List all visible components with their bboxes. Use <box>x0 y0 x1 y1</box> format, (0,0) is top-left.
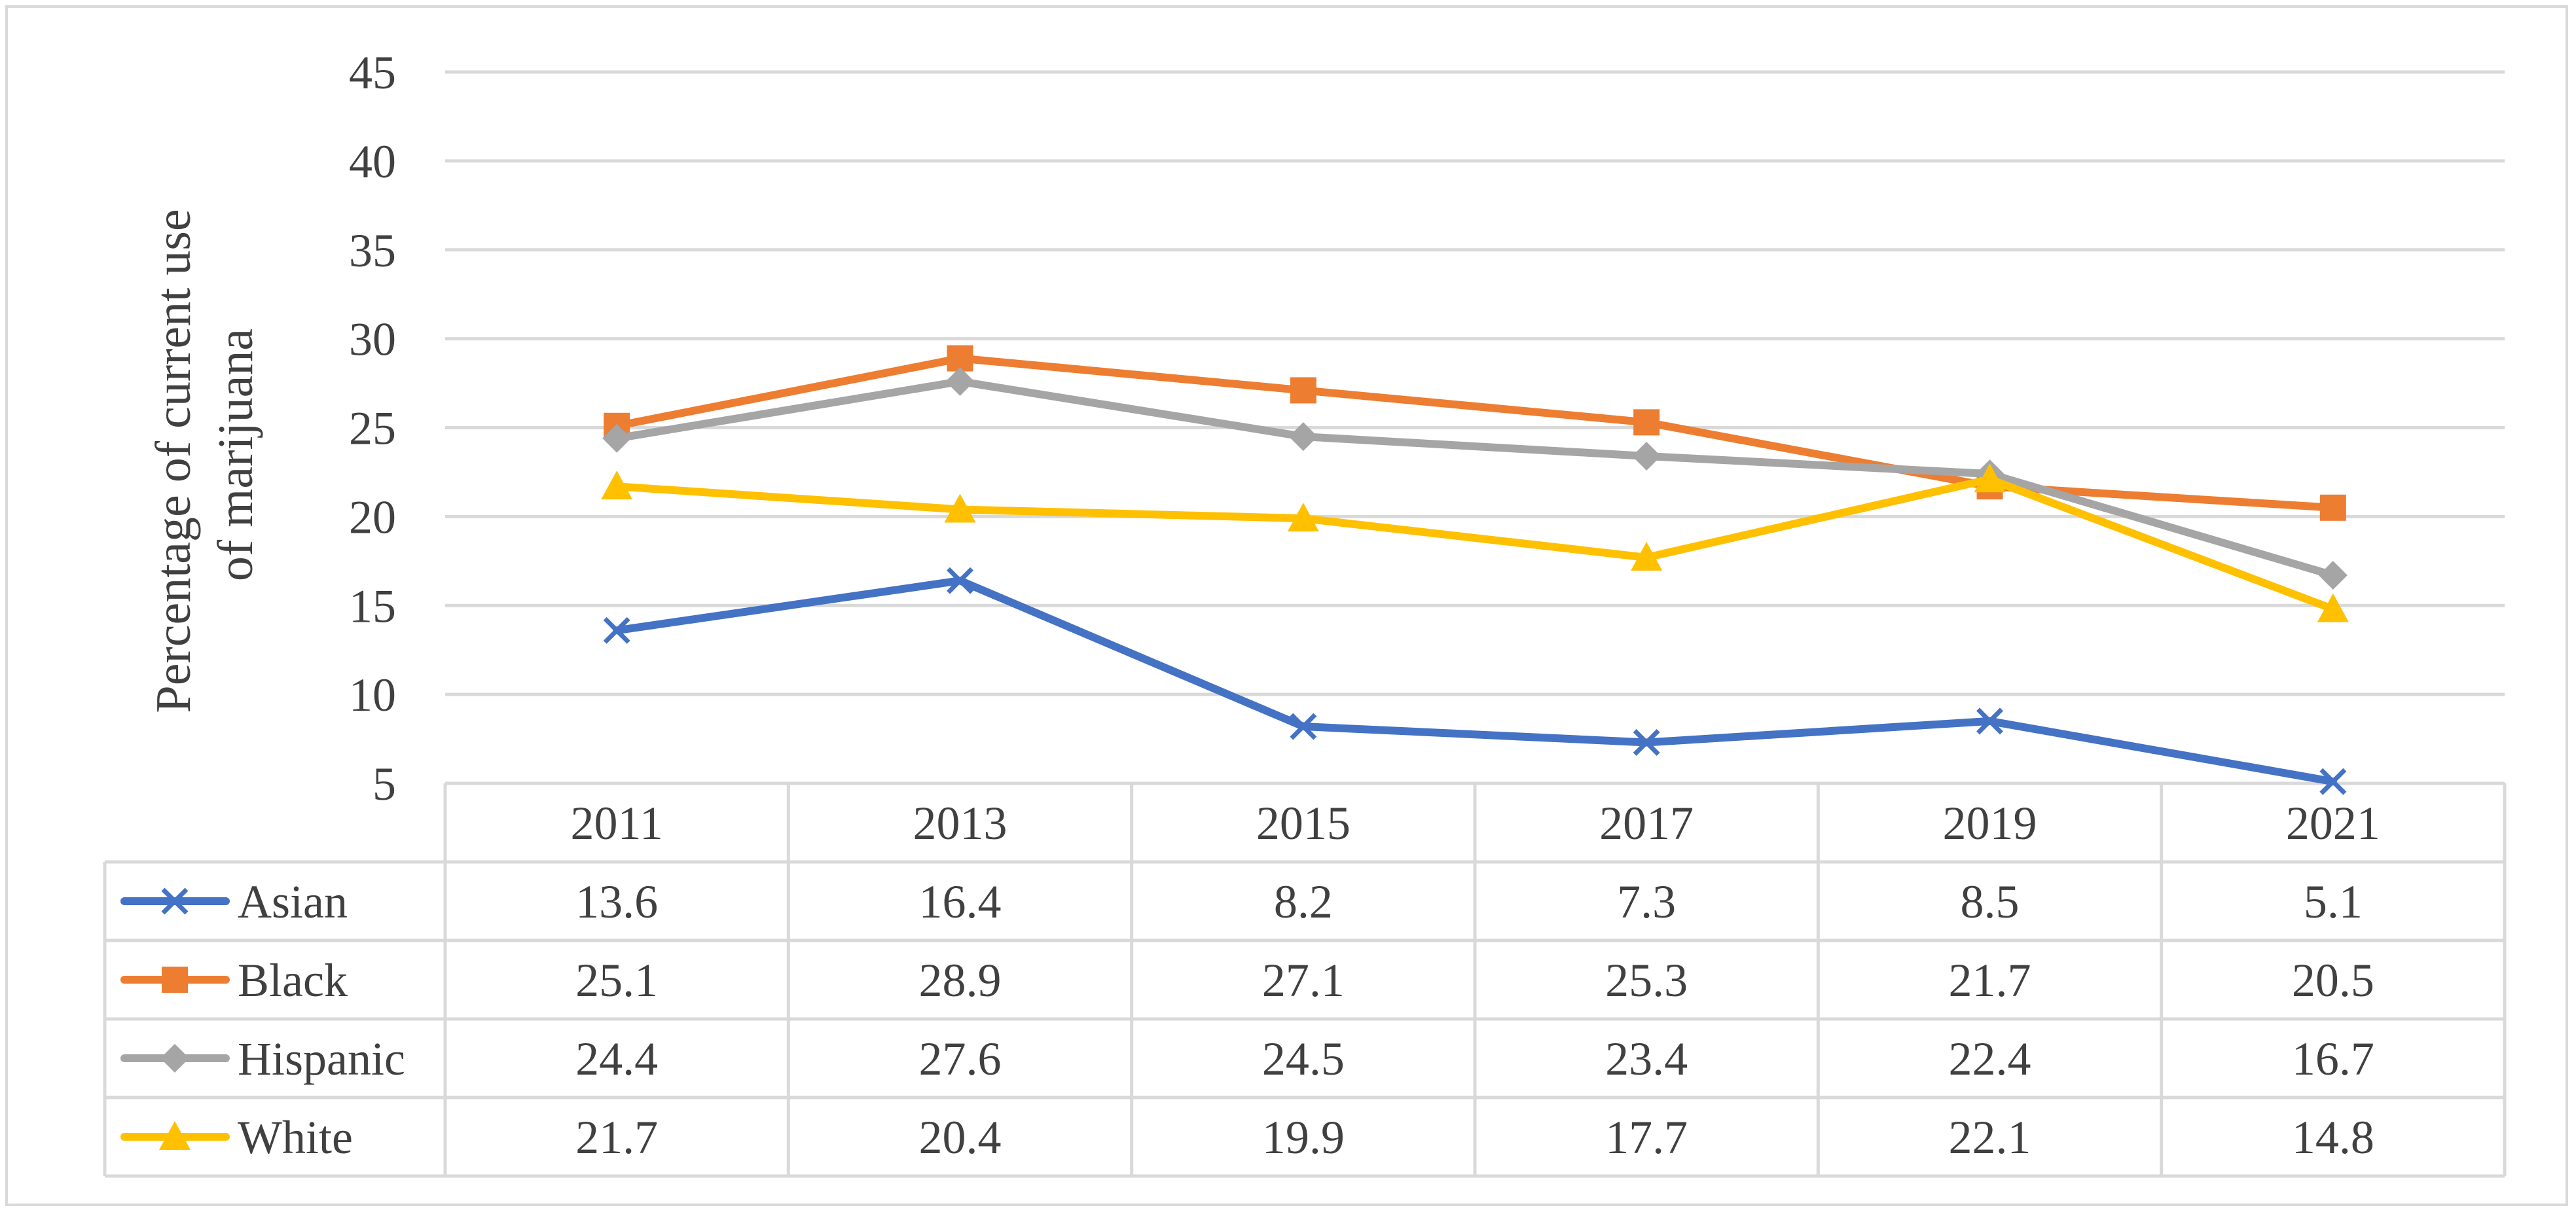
legend-label: Asian <box>238 876 348 928</box>
y-axis-label-line-1: Percentage of current use <box>146 209 201 713</box>
data-point <box>1633 729 1660 756</box>
y-tick-label: 30 <box>349 313 396 366</box>
x-category-label: 2021 <box>2286 797 2380 849</box>
data-point <box>1974 463 2006 493</box>
data-point <box>1290 377 1316 404</box>
x-category-label: 2015 <box>1256 797 1351 849</box>
y-tick-label: 35 <box>349 224 396 277</box>
series-line-asian <box>613 577 2337 786</box>
table-cell-value: 16.4 <box>919 876 1002 928</box>
legend-label: White <box>238 1111 353 1164</box>
table-cell-value: 22.1 <box>1949 1111 2031 1164</box>
table-cell-value: 17.7 <box>1605 1111 1688 1164</box>
data-point <box>161 887 189 915</box>
x-category-label: 2017 <box>1599 797 1694 849</box>
x-category-label: 2011 <box>571 797 663 849</box>
chart-frame <box>5 5 2568 1206</box>
table-cell-value: 24.4 <box>575 1033 658 1085</box>
data-point <box>602 423 632 453</box>
data-point <box>159 1121 190 1150</box>
y-tick-label: 15 <box>349 580 396 632</box>
table-cell-value: 8.5 <box>1961 876 2020 928</box>
data-point <box>162 967 188 993</box>
legend-label: Hispanic <box>238 1033 405 1085</box>
table-cell-value: 7.3 <box>1617 876 1676 928</box>
table-cell-value: 20.5 <box>2292 954 2374 1007</box>
y-tick-label: 40 <box>349 135 396 188</box>
table-cell-value: 28.9 <box>919 954 1002 1007</box>
series-line-hispanic <box>613 377 2337 580</box>
table-cell-value: 13.6 <box>575 876 658 928</box>
table-cell-value: 5.1 <box>2304 876 2363 928</box>
data-point <box>1287 503 1319 532</box>
table-cell-value: 16.7 <box>2292 1033 2374 1085</box>
y-tick-label: 45 <box>349 46 396 99</box>
data-point <box>1288 422 1318 452</box>
data-point <box>944 493 976 523</box>
series-line-black <box>613 354 2337 512</box>
table-cell-value: 20.4 <box>919 1111 1002 1164</box>
table-cell-value: 23.4 <box>1605 1033 1688 1085</box>
legend-label: Black <box>238 954 348 1007</box>
table-cell-value: 21.7 <box>1949 954 2031 1007</box>
table-cell-value: 19.9 <box>1262 1111 1345 1164</box>
data-point <box>2318 561 2348 590</box>
data-point <box>947 567 973 594</box>
data-point <box>2319 494 2346 521</box>
data-point <box>1632 441 1661 471</box>
table-cell-value: 27.1 <box>1262 954 1345 1007</box>
table-cell-value: 27.6 <box>919 1033 1002 1085</box>
x-category-label: 2019 <box>1943 797 2037 849</box>
data-point <box>1633 409 1660 436</box>
data-point <box>1631 541 1663 571</box>
data-point <box>2317 593 2349 622</box>
data-point <box>1976 707 2003 735</box>
y-axis-label-line-2: of marijuana <box>208 329 263 581</box>
y-tick-label: 20 <box>349 491 396 543</box>
y-tick-label: 5 <box>372 758 396 810</box>
data-point <box>945 366 975 396</box>
y-axis-label: Percentage of current use of marijuana <box>146 196 263 713</box>
y-tick-label: 25 <box>349 402 396 455</box>
data-point <box>603 616 630 644</box>
table-cell-value: 24.5 <box>1262 1033 1345 1085</box>
data-point <box>1290 713 1317 740</box>
table-cell-value: 25.3 <box>1605 954 1688 1007</box>
series-line-white <box>613 475 2337 613</box>
y-tick-label: 10 <box>349 669 396 721</box>
data-point <box>160 1044 189 1073</box>
table-cell-value: 25.1 <box>575 954 658 1007</box>
table-cell-value: 14.8 <box>2292 1111 2374 1164</box>
x-category-label: 2013 <box>913 797 1007 849</box>
table-cell-value: 8.2 <box>1274 876 1333 928</box>
table-cell-value: 22.4 <box>1949 1033 2031 1085</box>
table-cell-value: 21.7 <box>575 1111 658 1164</box>
data-point <box>601 471 633 500</box>
data-point <box>2319 768 2347 795</box>
